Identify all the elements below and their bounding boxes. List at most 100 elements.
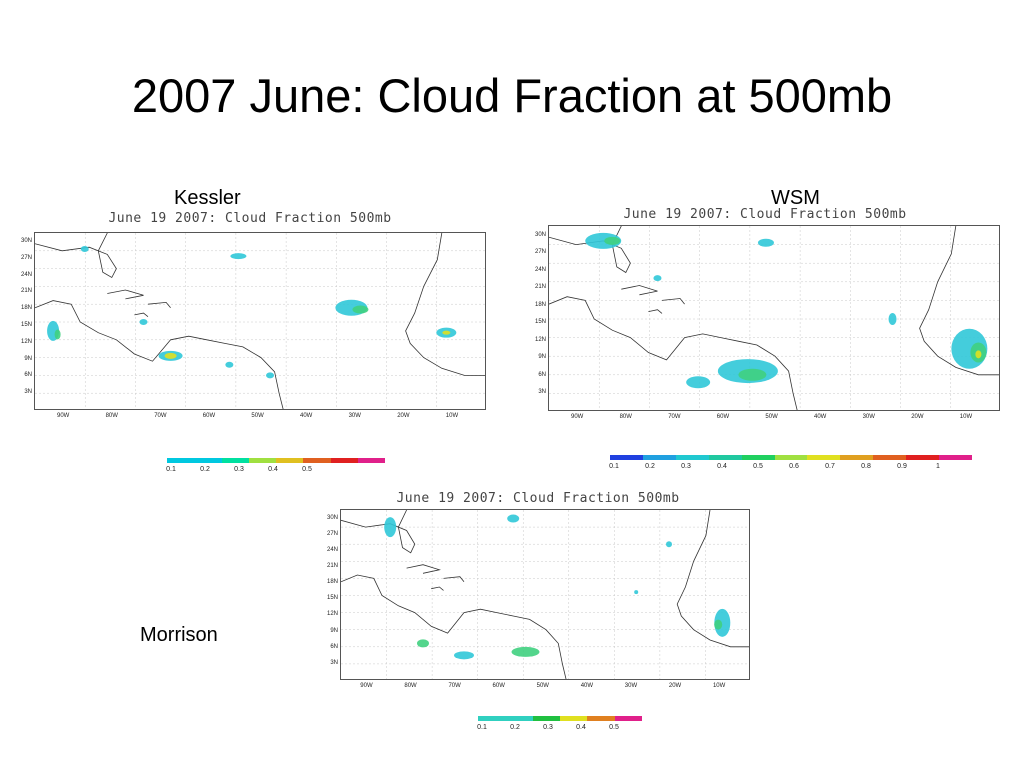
lon-tick-label: 40W — [814, 414, 827, 420]
lat-tick-label: 3N — [330, 659, 338, 666]
lon-tick-label: 60W — [202, 413, 216, 419]
cloud-patch — [686, 376, 711, 389]
wsm-map-canvas — [549, 226, 999, 410]
lon-tick-label: 90W — [360, 683, 373, 689]
colorbar-tick-label: 0.6 — [789, 463, 799, 470]
lat-tick-label: 21N — [326, 563, 338, 570]
lon-tick-label: 60W — [492, 683, 505, 689]
cloud-patch — [139, 319, 148, 325]
lat-tick-label: 15N — [534, 319, 546, 326]
colorbar-swatch — [357, 458, 385, 463]
colorbar-swatch — [873, 455, 907, 460]
colorbar-swatch — [741, 455, 775, 460]
lon-tick-label: 80W — [404, 683, 417, 689]
island-outline — [443, 576, 465, 583]
lon-tick-label: 50W — [765, 414, 778, 420]
lat-tick-label: 9N — [538, 354, 546, 361]
lon-tick-label: 60W — [716, 414, 730, 420]
coastline — [341, 574, 567, 679]
lon-tick-label: 80W — [619, 414, 632, 420]
cloud-patch — [975, 350, 982, 359]
colorbar-tick-label: 0.2 — [645, 463, 655, 470]
kessler-panel: June 19 2007: Cloud Fraction 500mb 30N 27… — [10, 205, 490, 475]
colorbar-swatch — [610, 455, 643, 460]
lat-tick-label: 27N — [20, 254, 32, 261]
lat-tick-label: 9N — [330, 627, 338, 634]
lon-tick-label: 20W — [668, 683, 682, 689]
lon-tick-label: 30W — [862, 414, 875, 420]
wsm-panel: June 19 2007: Cloud Fraction 500mb 30N 27… — [520, 205, 1010, 475]
colorbar-tick-label: 1 — [936, 463, 940, 470]
cloud-patch — [757, 238, 774, 247]
cloud-patch — [585, 232, 622, 249]
island-outline — [406, 564, 441, 574]
colorbar-swatch — [330, 458, 358, 463]
cloud-patch — [164, 352, 177, 359]
lat-tick-label: 6N — [330, 643, 338, 650]
colorbar-tick-label: 0.9 — [897, 463, 907, 470]
lat-tick-label: 15N — [326, 595, 338, 602]
lon-tick-label: 50W — [251, 413, 264, 419]
lon-tick-label: 70W — [154, 413, 167, 419]
morrison-panel-title: June 19 2007: Cloud Fraction 500mb — [396, 491, 680, 506]
coastline — [341, 510, 416, 554]
wsm-map — [548, 225, 1000, 411]
lat-tick-label: 21N — [534, 284, 546, 291]
lon-tick-label: 70W — [668, 414, 681, 420]
lon-tick-label: 50W — [536, 683, 549, 689]
cloud-patch — [230, 253, 247, 260]
lon-tick-label: 10W — [712, 683, 726, 689]
wsm-colorbar — [610, 455, 972, 460]
cloud-patch — [888, 313, 897, 325]
cloud-patch — [417, 639, 429, 648]
colorbar-tick-label: 0.7 — [825, 463, 835, 470]
colorbar-tick-label: 0.8 — [861, 463, 871, 470]
colorbar-tick-label: 0.5 — [753, 463, 763, 470]
cloud-patch — [511, 646, 540, 657]
colorbar-swatch — [708, 455, 742, 460]
lat-tick-label: 3N — [24, 389, 32, 396]
lat-tick-label: 24N — [326, 546, 338, 553]
kessler-panel-title: June 19 2007: Cloud Fraction 500mb — [108, 211, 392, 226]
colorbar-swatch — [774, 455, 808, 460]
lat-tick-label: 12N — [20, 338, 32, 345]
label-wsm: WSM — [771, 187, 820, 209]
colorbar-swatch — [840, 455, 874, 460]
morrison-colorbar — [478, 716, 642, 721]
island-outline — [134, 312, 149, 318]
island-outline — [648, 309, 663, 314]
lat-tick-label: 15N — [20, 322, 32, 329]
kessler-map — [34, 232, 486, 410]
lat-tick-label: 21N — [20, 288, 32, 295]
lon-tick-label: 10W — [959, 414, 973, 420]
colorbar-swatch — [807, 455, 841, 460]
lat-tick-label: 30N — [20, 238, 32, 245]
colorbar-swatch — [505, 716, 533, 721]
cloud-patch — [225, 361, 234, 368]
cloud-patch — [666, 541, 672, 548]
lat-tick-label: 24N — [534, 266, 546, 273]
colorbar-tick-label: 0.3 — [681, 463, 691, 470]
lon-tick-label: 40W — [300, 413, 313, 419]
lat-tick-label: 30N — [326, 514, 338, 521]
colorbar-tick-label: 0.5 — [609, 724, 619, 731]
lat-tick-label: 27N — [326, 530, 338, 537]
morrison-panel: June 19 2007: Cloud Fraction 500mb 30N 27… — [318, 488, 758, 738]
colorbar-tick-label: 0.5 — [302, 466, 312, 473]
lon-tick-label: 90W — [570, 414, 584, 420]
lat-tick-label: 6N — [538, 371, 546, 378]
island-outline — [621, 285, 658, 296]
colorbar-swatch — [248, 458, 276, 463]
cloud-patch — [634, 590, 639, 595]
colorbar-tick-label: 0.4 — [717, 463, 727, 470]
colorbar-tick-label: 0.4 — [576, 724, 586, 731]
cloud-patch — [653, 275, 662, 282]
lat-tick-label: 12N — [326, 611, 338, 618]
lat-tick-label: 18N — [20, 305, 32, 312]
lat-tick-label: 24N — [20, 271, 32, 278]
colorbar-tick-label: 0.3 — [234, 466, 244, 473]
coastline — [549, 226, 631, 274]
cloud-patch — [714, 619, 723, 630]
colorbar-swatch — [614, 716, 642, 721]
colorbar-swatch — [642, 455, 676, 460]
